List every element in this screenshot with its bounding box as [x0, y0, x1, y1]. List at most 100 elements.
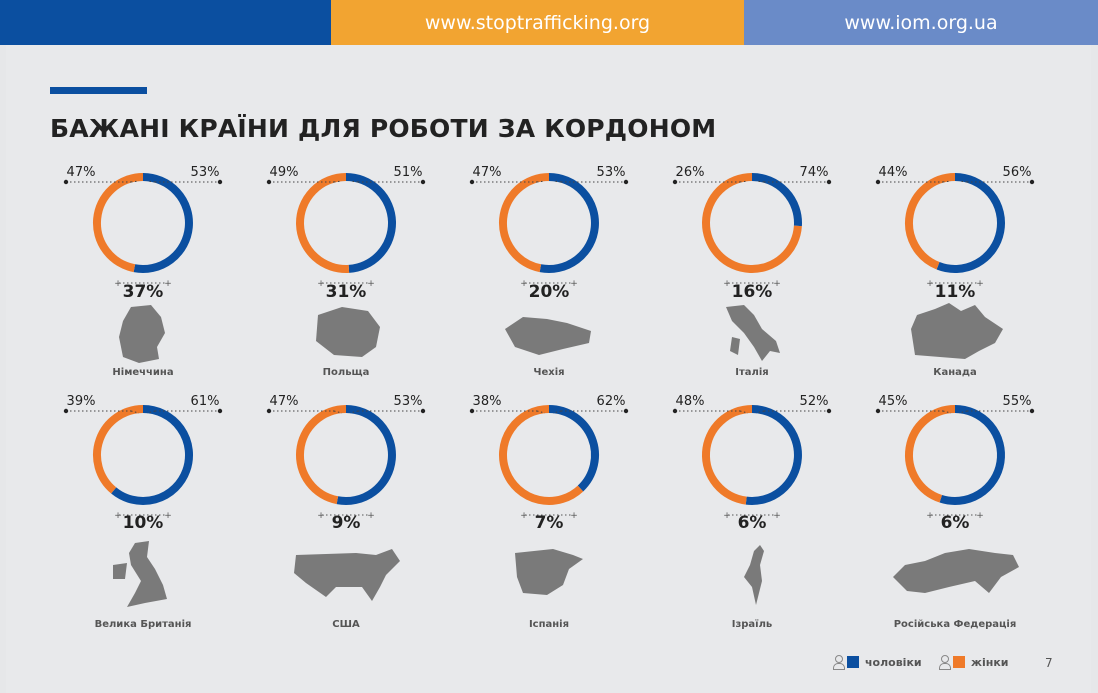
- uk-right-leader-diag: [146, 410, 156, 414]
- russia-left-leader-dot: [875, 408, 881, 414]
- uk-men-arc: [111, 405, 193, 505]
- poland-right-leader-diag: [349, 180, 359, 183]
- legend-label-men: чоловіки: [865, 655, 922, 669]
- italy-men-arc: [751, 173, 802, 227]
- spain-right-pct-label: 62%: [597, 394, 626, 409]
- italy-right-pct-label: 74%: [800, 165, 829, 180]
- russia-share-bracket-left-mark: +: [926, 511, 934, 521]
- czechia-share-bracket-right-mark: +: [570, 279, 578, 289]
- israel-share-bracket-right-mark: +: [773, 511, 781, 521]
- czechia-right-pct-label: 53%: [597, 165, 626, 180]
- russia-right-leader-dot: [1029, 408, 1035, 414]
- legend-swatch-men: [847, 656, 859, 668]
- poland-men-arc: [345, 173, 396, 273]
- poland-map-icon: [316, 307, 380, 357]
- czechia-map-shape: [505, 317, 591, 355]
- italy-share-bracket-left-mark: +: [723, 279, 731, 289]
- canada-right-leader-diag: [958, 180, 968, 183]
- poland-left-pct-label: 49%: [270, 165, 299, 180]
- russia-right-pct-label: 55%: [1003, 394, 1032, 409]
- israel-left-pct-label: 48%: [676, 394, 705, 409]
- canada-map-shape: [911, 303, 1003, 359]
- czechia-share-label: 20%: [529, 282, 570, 302]
- poland-left-leader-diag: [333, 180, 343, 183]
- stoptrafficking-link[interactable]: www.stoptrafficking.org: [331, 0, 744, 45]
- usa-left-leader-diag: [333, 410, 343, 414]
- uk-left-pct-label: 39%: [67, 394, 96, 409]
- woman-icon: [938, 655, 951, 670]
- israel-map-icon: [744, 545, 764, 605]
- israel-map-shape: [744, 545, 764, 605]
- usa-right-leader-diag: [349, 410, 359, 414]
- uk-map-shape: [113, 541, 167, 607]
- spain-left-pct-label: 38%: [473, 394, 502, 409]
- usa-share-label: 9%: [332, 513, 361, 533]
- russia-left-pct-label: 45%: [879, 394, 908, 409]
- poland-share-label: 31%: [326, 282, 367, 302]
- uk-left-leader-diag: [130, 410, 140, 414]
- italy-country-name: Італія: [735, 367, 768, 378]
- legend-label-women: жінки: [971, 655, 1009, 669]
- russia-country-name: Російська Федерація: [894, 619, 1017, 630]
- czechia-right-leader-dot: [623, 179, 629, 185]
- russia-right-leader-diag: [958, 410, 968, 414]
- italy-right-leader-dot: [826, 179, 832, 185]
- spain-left-leader-diag: [536, 410, 546, 414]
- italy-right-leader-diag: [755, 180, 765, 183]
- israel-left-leader-diag: [739, 410, 749, 414]
- czechia-country-name: Чехія: [533, 367, 564, 378]
- israel-right-leader-diag: [755, 410, 765, 414]
- italy-women-arc: [702, 173, 802, 273]
- israel-share-bracket-left-mark: +: [723, 511, 731, 521]
- israel-right-pct-label: 52%: [800, 394, 829, 409]
- czechia-men-arc: [539, 173, 599, 273]
- spain-share-label: 7%: [535, 513, 564, 533]
- germany-share-bracket-left-mark: +: [114, 279, 122, 289]
- uk-share-label: 10%: [123, 513, 164, 533]
- legend-women: жінки: [938, 652, 1009, 672]
- poland-country-name: Польща: [323, 367, 370, 378]
- germany-left-leader-diag: [130, 180, 140, 183]
- poland-share-bracket-left-mark: +: [317, 279, 325, 289]
- germany-left-pct-label: 47%: [67, 165, 96, 180]
- usa-men-arc: [336, 405, 396, 505]
- usa-right-pct-label: 53%: [394, 394, 423, 409]
- czechia-left-leader-dot: [469, 179, 475, 185]
- iom-link[interactable]: www.iom.org.ua: [744, 0, 1098, 45]
- czechia-women-arc: [499, 173, 550, 273]
- germany-right-leader-dot: [217, 179, 223, 185]
- russia-women-arc: [905, 405, 956, 503]
- usa-country-name: США: [332, 619, 360, 630]
- uk-women-arc: [93, 405, 144, 494]
- czechia-share-bracket-left-mark: +: [520, 279, 528, 289]
- usa-share-bracket-left-mark: +: [317, 511, 325, 521]
- czechia-left-leader-diag: [536, 180, 546, 183]
- spain-right-leader-diag: [552, 410, 562, 414]
- legend-men: чоловіки: [832, 652, 922, 672]
- spain-left-leader-dot: [469, 408, 475, 414]
- spain-share-bracket-left-mark: +: [520, 511, 528, 521]
- usa-share-bracket-right-mark: +: [367, 511, 375, 521]
- russia-map-icon: [893, 549, 1019, 593]
- russia-men-arc: [939, 405, 1005, 505]
- top-bar: www.stoptrafficking.org www.iom.org.ua: [0, 0, 1098, 45]
- canada-right-leader-dot: [1029, 179, 1035, 185]
- germany-share-bracket-right-mark: +: [164, 279, 172, 289]
- czechia-left-pct-label: 47%: [473, 165, 502, 180]
- germany-right-leader-diag: [146, 180, 156, 183]
- israel-left-leader-dot: [672, 408, 678, 414]
- usa-map-shape: [294, 549, 400, 601]
- usa-left-leader-dot: [266, 408, 272, 414]
- poland-map-shape: [316, 307, 380, 357]
- israel-share-label: 6%: [738, 513, 767, 533]
- russia-map-shape: [893, 549, 1019, 593]
- russia-share-label: 6%: [941, 513, 970, 533]
- poland-women-arc: [296, 173, 350, 273]
- spain-map-shape: [515, 549, 583, 595]
- spain-women-arc: [499, 405, 584, 505]
- uk-left-leader-dot: [63, 408, 69, 414]
- poland-left-leader-dot: [266, 179, 272, 185]
- italy-left-leader-diag: [739, 180, 749, 183]
- usa-right-leader-dot: [420, 408, 426, 414]
